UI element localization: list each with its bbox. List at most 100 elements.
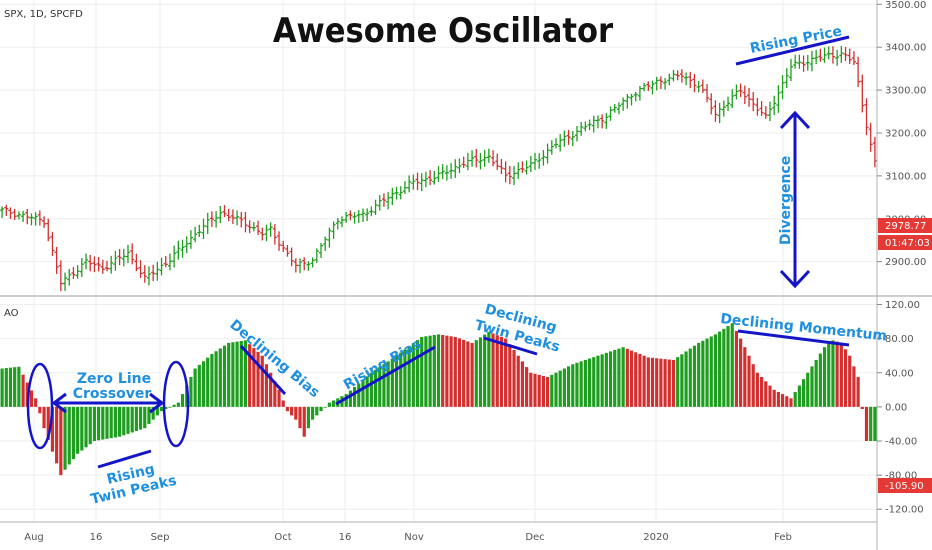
ao-bar [319,406,323,412]
ao-bar [734,330,739,407]
price-bar [319,242,324,258]
ao-bar [21,374,25,407]
ao-bar [718,331,722,407]
ao-bar [386,361,390,407]
price-bar [772,95,777,116]
price-bar [822,47,827,63]
ao-bar [382,364,386,407]
price-bar [155,261,160,281]
ao-bar [159,406,164,412]
symbol-label[interactable]: SPX, 1D, SPCFD [4,9,83,20]
price-bar [415,172,420,191]
ao-bar [470,342,474,407]
ao-bar [575,362,579,407]
ao-bar [680,354,684,407]
price-bar [226,208,231,222]
price-bar [524,160,529,175]
price-bar [856,56,861,87]
ao-bar [608,351,613,407]
ao-bar [155,406,159,416]
ao-axis-labels[interactable]: 120.00 80.00 40.00 0.00 -40.00 -80.00 -120.00 [877,300,924,516]
price-bar [29,213,34,226]
ao-bar [617,348,621,407]
zero-line-label: Zero Line [77,371,151,387]
price-bar [600,114,605,129]
ao-bar [642,355,646,407]
price-bar [629,93,634,106]
price-bar [642,82,647,92]
price-bar [176,240,181,260]
ao-tick-label: 40.00 [885,368,914,379]
ao-bar [138,406,143,430]
ao-bar [164,406,168,409]
price-bar [323,236,328,252]
ao-bar [365,376,369,407]
ao-bar [709,336,713,407]
ao-bar [206,357,210,407]
price-bar [621,97,626,111]
price-bar [591,115,596,133]
ao-bar [768,385,772,407]
price-bar [130,243,135,265]
price-bar [373,199,378,216]
price-bar [809,50,814,72]
date-tick-label: Feb [774,532,792,543]
ao-bar [818,353,822,407]
ao-bar [810,366,814,407]
price-bar [814,49,819,65]
ao-bar [76,406,80,454]
ao-bar [302,406,306,437]
ao-bar [17,366,21,407]
price-bar [21,210,26,222]
ao-bar [705,338,709,407]
ao-bar [508,344,512,407]
ao-bar [248,344,252,407]
price-bar [0,206,5,218]
date-tick-label: Aug [24,532,44,543]
time-axis-labels[interactable]: Aug 16 Sep Oct 16 Nov Dec 2020 Feb [24,532,792,543]
price-bar [184,236,189,254]
ao-bar [726,326,730,407]
indicator-label[interactable]: AO [4,308,19,319]
price-bar [726,96,731,111]
ao-bar [92,406,97,441]
ao-bar [638,353,642,407]
price-bar [42,216,47,228]
price-bar [113,250,118,271]
price-bar [84,253,89,270]
ao-bar [730,323,734,407]
price-bar [37,210,42,226]
price-bar [285,244,290,257]
ao-bar [462,339,466,407]
price-bar [541,150,546,166]
price-bar [616,102,621,115]
crossover-arrow-right-head [149,392,165,414]
price-bar [109,255,114,274]
price-bar [264,224,269,242]
date-tick-label: 16 [339,532,352,543]
price-bar [507,165,512,185]
ao-bar [126,406,130,434]
price-bar [54,246,59,274]
price-bar [738,83,743,98]
price-bar [663,77,668,90]
price-bar [444,165,449,181]
price-bar [658,76,663,90]
price-bar [88,254,93,272]
price-bar [167,253,172,271]
ao-bar [587,358,592,407]
price-bar [58,260,63,292]
ao-bar [311,406,315,420]
price-tick-label: 3400.00 [885,43,926,54]
ao-bar [147,406,151,424]
ao-bar [751,364,755,407]
price-bar [402,181,407,194]
ao-bar [84,406,88,448]
price-bar [721,100,726,117]
price-bar [759,100,764,116]
ao-bar [239,340,243,407]
price-bar [306,261,311,271]
ao-bar [743,347,747,407]
rising-bias-line [335,345,436,406]
price-tick-label: 3500.00 [885,0,926,11]
